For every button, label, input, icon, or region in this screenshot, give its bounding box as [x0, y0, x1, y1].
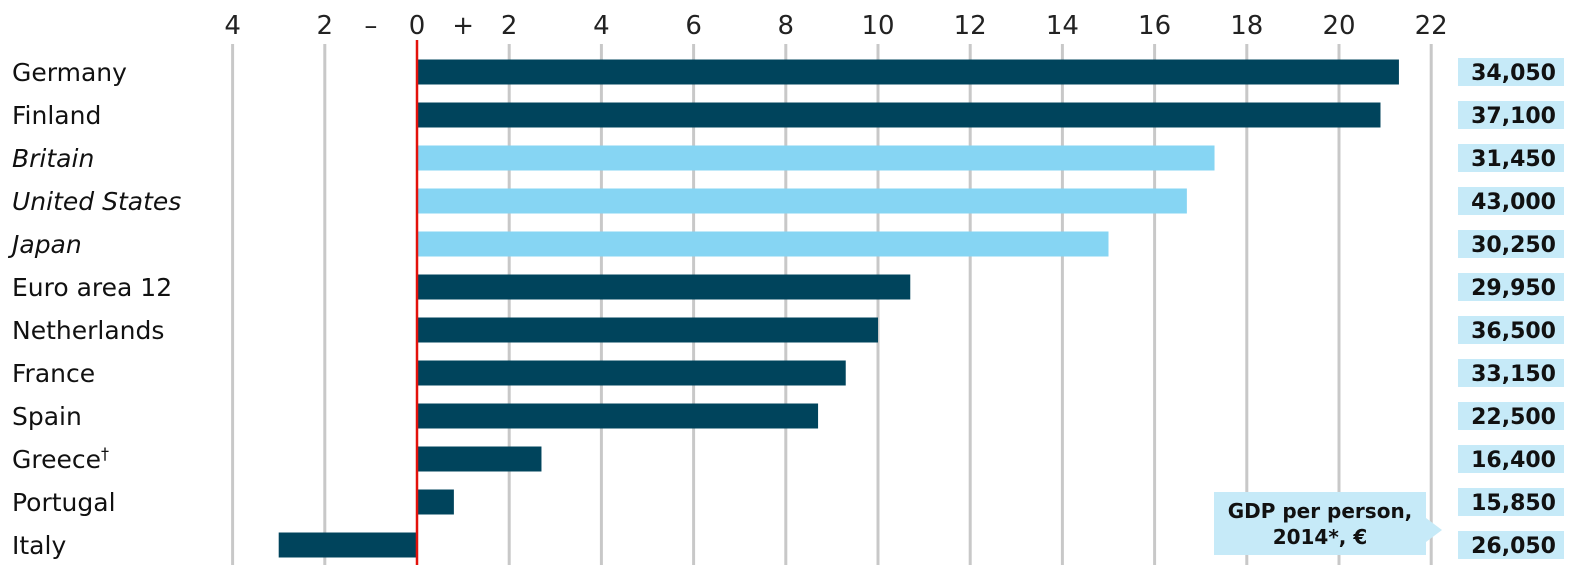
- x-tick-label: 10: [861, 11, 894, 41]
- callout-line-1: GDP per person,: [1228, 499, 1413, 523]
- gdp-value: 30,250: [1471, 233, 1556, 258]
- x-tick-label: 12: [954, 11, 987, 41]
- country-labels: Germany Finland Britain United States Japan E…: [7, 58, 181, 560]
- country-label: Netherlands: [12, 316, 164, 345]
- x-tick-label: 6: [685, 11, 702, 41]
- bar: [417, 403, 819, 429]
- gdp-value-box: [1458, 187, 1564, 215]
- gdp-value: 31,450: [1471, 147, 1556, 172]
- country-label: United States: [12, 187, 181, 216]
- gdp-value: 37,100: [1471, 104, 1556, 129]
- x-tick-label: 4: [224, 11, 241, 41]
- gdp-value: 15,850: [1471, 491, 1556, 516]
- gdp-value-box: [1458, 273, 1564, 301]
- bar: [417, 274, 911, 300]
- x-tick-label: 0: [409, 11, 426, 41]
- country-label: Euro area 12: [12, 273, 172, 302]
- bars: [278, 40, 1399, 565]
- plus-sign: +: [452, 11, 474, 41]
- x-tick-label: 16: [1138, 11, 1171, 41]
- bar: [417, 145, 1215, 171]
- gdp-value-box: [1458, 101, 1564, 129]
- x-tick-label: 8: [778, 11, 795, 41]
- bar: [417, 231, 1109, 257]
- country-label: Germany: [12, 58, 127, 87]
- gdp-value: 43,000: [1471, 190, 1556, 215]
- x-tick-label: 18: [1230, 11, 1263, 41]
- country-label: Britain: [12, 144, 94, 173]
- gdp-value-box: [1458, 316, 1564, 344]
- gdp-value-box: [1458, 445, 1564, 473]
- bar: [417, 489, 454, 515]
- bar: [417, 188, 1187, 214]
- gdp-value: 33,150: [1471, 362, 1556, 387]
- gdp-value-box: [1458, 144, 1564, 172]
- country-label: Spain: [12, 402, 82, 431]
- grid-lines: [231, 44, 1433, 565]
- minus-sign: –: [364, 11, 377, 41]
- bar: [417, 446, 542, 472]
- country-label: France: [12, 359, 95, 388]
- x-tick-label: 22: [1415, 11, 1448, 41]
- bar: [417, 59, 1399, 85]
- x-tick-label: 20: [1322, 11, 1355, 41]
- gdp-per-person-column: 34,050 37,100 31,450 43,000 30,250 29,950 36,5…: [1458, 58, 1564, 559]
- country-label: Finland: [12, 101, 101, 130]
- x-axis-ticks: 4 2 0 2 4 6 8 10 12 14 16 18 20 22– +: [224, 11, 1447, 41]
- gdp-value: 36,500: [1471, 319, 1556, 344]
- footnote-marker: †: [101, 444, 109, 463]
- gdp-value: 16,400: [1471, 448, 1556, 473]
- bar: [417, 317, 878, 343]
- gdp-value: 29,950: [1471, 276, 1556, 301]
- x-tick-label: 2: [501, 11, 518, 41]
- bar: [278, 532, 417, 558]
- bar: [417, 360, 846, 386]
- country-label: Japan: [7, 230, 82, 259]
- gdp-value-box: [1458, 58, 1564, 86]
- x-tick-label: 14: [1046, 11, 1079, 41]
- gdp-value-box: [1458, 230, 1564, 258]
- gdp-value-box: [1458, 531, 1564, 559]
- x-tick-label: 4: [593, 11, 610, 41]
- country-label: Italy: [12, 531, 66, 560]
- callout-line-2: 2014*, €: [1273, 525, 1368, 549]
- callout-box: [1214, 492, 1442, 555]
- gdp-value: 22,500: [1471, 405, 1556, 430]
- gdp-value: 26,050: [1471, 534, 1556, 559]
- x-tick-label: 2: [317, 11, 334, 41]
- gdp-value-box: [1458, 488, 1564, 516]
- gdp-callout: GDP per person,2014*, €: [1214, 492, 1442, 555]
- gdp-value-box: [1458, 359, 1564, 387]
- bar: [417, 102, 1381, 128]
- country-label: Greece†: [12, 444, 109, 474]
- gdp-value-box: [1458, 402, 1564, 430]
- gdp-value: 34,050: [1471, 61, 1556, 86]
- country-label: Portugal: [12, 488, 116, 517]
